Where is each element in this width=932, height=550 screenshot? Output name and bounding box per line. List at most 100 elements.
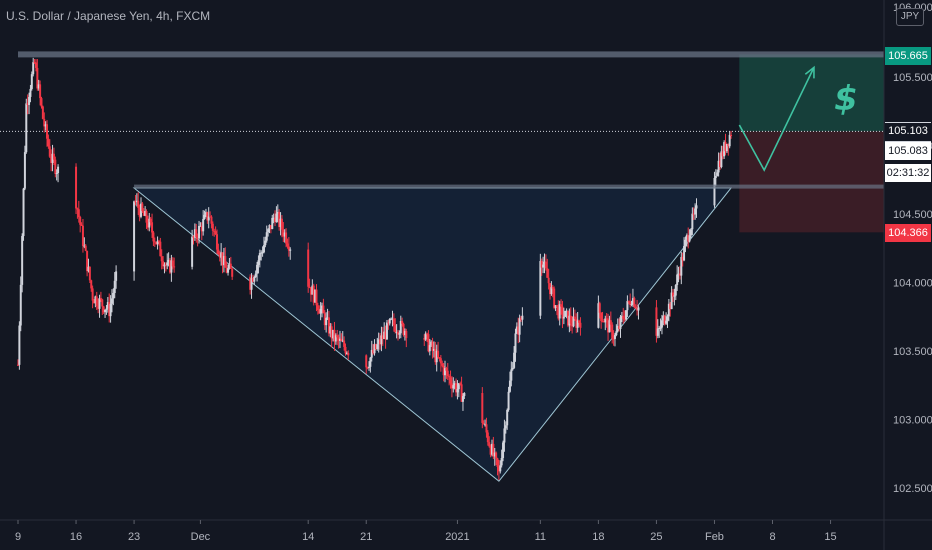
candle-body xyxy=(99,297,102,300)
candle-body xyxy=(329,326,332,334)
candle-body xyxy=(549,283,552,295)
candle-body xyxy=(369,357,372,367)
candle-body xyxy=(170,260,173,273)
candle-body xyxy=(370,349,373,358)
candle-body xyxy=(636,308,639,311)
candle-body xyxy=(667,303,670,317)
currency-button[interactable]: JPY xyxy=(896,8,924,26)
candle-body xyxy=(683,245,686,261)
candle-body xyxy=(215,234,218,250)
candle-body xyxy=(139,203,142,217)
candle-body xyxy=(514,333,517,353)
candle-body xyxy=(685,235,688,240)
candle-body xyxy=(94,296,97,304)
candle-body xyxy=(148,218,151,228)
resistance-price-tag: 105.665 xyxy=(885,47,931,65)
candle-body xyxy=(323,313,326,326)
candle-body xyxy=(405,330,408,339)
candle-body xyxy=(724,142,727,152)
candle-body xyxy=(637,307,640,311)
candle-body xyxy=(95,296,98,307)
candle-body xyxy=(279,218,282,228)
candle-body xyxy=(229,263,232,269)
candle-body xyxy=(496,458,499,467)
x-tick-label: 16 xyxy=(70,531,82,543)
candle-body xyxy=(488,442,491,447)
candle-body xyxy=(673,295,676,297)
candle-body xyxy=(309,287,312,295)
candle-body xyxy=(716,172,719,176)
x-tick-label: 9 xyxy=(15,531,21,543)
candle-body xyxy=(432,348,435,351)
candle-body xyxy=(695,205,698,209)
candle-body xyxy=(166,262,169,266)
candle-body xyxy=(629,301,632,305)
candle-body xyxy=(691,213,694,230)
candle-body xyxy=(578,320,581,323)
candle-body xyxy=(562,316,565,319)
candle-body xyxy=(510,369,513,381)
candle-body xyxy=(275,213,278,222)
stop-zone xyxy=(739,131,884,233)
candle-body xyxy=(605,318,608,320)
candle-body xyxy=(517,326,520,335)
candle-body xyxy=(257,260,260,265)
candle-body xyxy=(456,389,459,393)
candle-body xyxy=(52,153,55,160)
candle-body xyxy=(520,318,523,320)
candle-body xyxy=(634,307,637,309)
candle-body xyxy=(597,303,600,328)
candle-body xyxy=(98,297,101,309)
candle-body xyxy=(576,320,579,328)
candle-body xyxy=(499,465,502,472)
candle-body xyxy=(676,274,679,286)
candle-body xyxy=(54,159,57,174)
candle-body xyxy=(602,320,605,323)
candle-body xyxy=(507,391,510,410)
candle-body xyxy=(155,242,158,245)
y-tick-label: 104.000 xyxy=(893,278,932,290)
candle-body xyxy=(397,331,400,335)
candle-body xyxy=(83,245,86,247)
candle-body xyxy=(558,304,561,319)
candle-body xyxy=(598,303,601,313)
candle-body xyxy=(199,225,202,227)
candle-body xyxy=(457,383,460,390)
candle-body xyxy=(713,178,716,206)
candle-body xyxy=(29,88,32,97)
candle-body xyxy=(211,223,214,231)
candle-body xyxy=(500,458,503,466)
candle-body xyxy=(159,241,162,257)
candle-body xyxy=(321,305,324,309)
candle-body xyxy=(572,316,575,327)
candle-body xyxy=(55,173,58,175)
stop-price-tag: 104.366 xyxy=(885,224,931,242)
candle-body xyxy=(37,84,40,89)
candle-body xyxy=(191,236,194,267)
candle-body xyxy=(444,368,446,376)
candle-body xyxy=(376,344,379,349)
candle-body xyxy=(88,266,91,281)
x-tick-label: 2021 xyxy=(445,531,469,543)
candle-body xyxy=(312,285,315,303)
candle-body xyxy=(402,323,405,335)
candle-body xyxy=(264,240,267,246)
candle-body xyxy=(204,212,207,215)
candle-body xyxy=(163,264,166,267)
candle-body xyxy=(307,249,310,287)
x-tick-label: 8 xyxy=(769,531,775,543)
candle-body xyxy=(106,302,109,309)
y-tick-label: 102.500 xyxy=(893,483,932,495)
candle-body xyxy=(39,84,42,99)
candle-body xyxy=(344,346,347,354)
inverse-triangle-pattern xyxy=(132,187,733,482)
candle-body xyxy=(550,287,553,295)
candle-body xyxy=(438,357,441,359)
candle-body xyxy=(463,393,466,397)
candle-body xyxy=(450,383,453,389)
candle-body xyxy=(435,350,438,363)
candle-body xyxy=(169,259,172,273)
x-tick-label: Dec xyxy=(191,531,211,543)
candle-body xyxy=(30,74,33,89)
